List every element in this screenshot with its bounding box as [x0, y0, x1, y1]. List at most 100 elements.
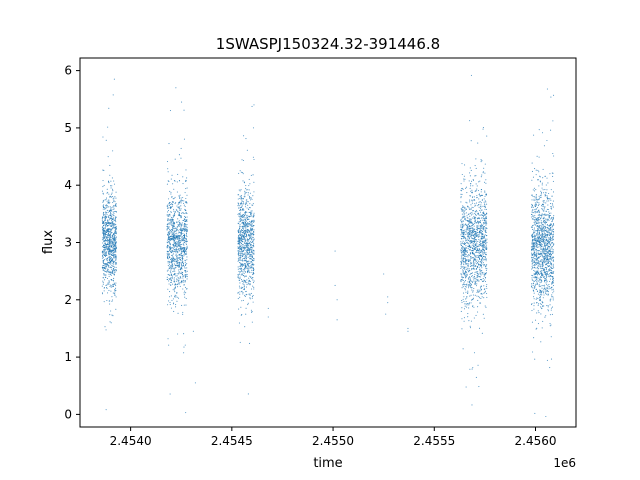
data-point	[167, 251, 169, 253]
data-point	[531, 162, 533, 164]
data-point	[536, 201, 538, 203]
data-point	[186, 220, 188, 222]
data-point	[249, 244, 252, 246]
data-point	[245, 234, 247, 236]
data-point	[178, 196, 181, 198]
data-point	[114, 232, 116, 234]
data-point	[243, 247, 245, 249]
data-point	[543, 221, 545, 223]
data-point	[474, 294, 476, 296]
data-point	[550, 207, 552, 209]
data-point	[246, 199, 248, 201]
data-point	[179, 257, 181, 259]
data-point	[102, 255, 104, 257]
data-point	[101, 293, 104, 295]
data-point	[179, 285, 181, 287]
data-point	[246, 200, 248, 203]
data-point	[467, 292, 469, 294]
data-point	[185, 275, 187, 277]
data-point	[463, 264, 465, 266]
data-point	[109, 222, 111, 225]
data-point	[241, 216, 243, 219]
data-point	[109, 257, 111, 259]
data-point	[464, 217, 466, 219]
data-point	[114, 219, 116, 221]
data-point	[472, 245, 475, 247]
data-point	[169, 270, 171, 272]
data-point	[108, 246, 111, 248]
data-point	[474, 254, 476, 256]
data-point	[246, 149, 248, 151]
data-point	[252, 174, 254, 176]
data-point	[172, 256, 174, 259]
data-point	[531, 268, 533, 270]
data-point	[173, 215, 175, 217]
data-point	[481, 252, 484, 254]
data-point	[104, 255, 106, 258]
data-point	[115, 266, 117, 268]
data-point	[109, 237, 111, 239]
data-point	[115, 269, 117, 271]
data-point	[167, 262, 169, 264]
data-point	[471, 222, 473, 225]
data-point	[549, 217, 551, 219]
data-point	[246, 226, 248, 228]
data-point	[536, 207, 539, 209]
data-point	[168, 226, 170, 228]
data-point	[110, 250, 112, 252]
data-point	[115, 221, 117, 223]
data-point	[464, 215, 466, 217]
data-point	[106, 209, 108, 212]
data-point	[250, 214, 252, 216]
data-point	[247, 204, 249, 206]
data-point	[543, 286, 546, 288]
data-point	[478, 295, 480, 297]
data-point	[241, 250, 243, 252]
data-point	[550, 324, 552, 326]
data-point	[243, 267, 246, 269]
data-point	[179, 262, 181, 264]
data-point	[180, 217, 182, 219]
data-point	[105, 247, 107, 249]
data-point	[186, 224, 188, 226]
data-point	[244, 294, 246, 296]
data-point	[247, 243, 249, 245]
data-point	[171, 236, 173, 238]
data-point	[549, 314, 551, 316]
data-point	[538, 195, 540, 197]
data-point	[470, 234, 472, 236]
data-point	[471, 200, 473, 202]
data-point	[170, 211, 172, 213]
data-point	[542, 177, 544, 179]
data-point	[474, 211, 476, 213]
data-point	[184, 205, 186, 208]
data-point	[533, 296, 535, 298]
data-point	[241, 200, 243, 202]
data-point	[108, 249, 110, 251]
data-point	[463, 249, 465, 252]
data-point	[248, 260, 250, 262]
data-point	[239, 232, 241, 234]
data-point	[103, 230, 105, 232]
data-point	[464, 242, 466, 244]
data-point	[482, 217, 484, 219]
data-point	[468, 225, 470, 227]
data-point	[469, 327, 472, 329]
data-point	[181, 223, 183, 225]
data-point	[465, 224, 467, 226]
data-point	[475, 251, 477, 253]
data-point	[546, 232, 548, 234]
data-point	[542, 266, 544, 268]
data-point	[113, 257, 115, 259]
data-point	[169, 237, 171, 239]
data-point	[463, 267, 465, 269]
data-point	[467, 313, 469, 315]
data-point	[250, 221, 253, 223]
data-point	[461, 230, 463, 232]
data-point	[251, 240, 254, 242]
data-point	[251, 266, 253, 268]
data-point	[168, 207, 170, 209]
data-point	[108, 273, 110, 275]
data-point	[185, 234, 187, 237]
data-point	[175, 275, 177, 277]
